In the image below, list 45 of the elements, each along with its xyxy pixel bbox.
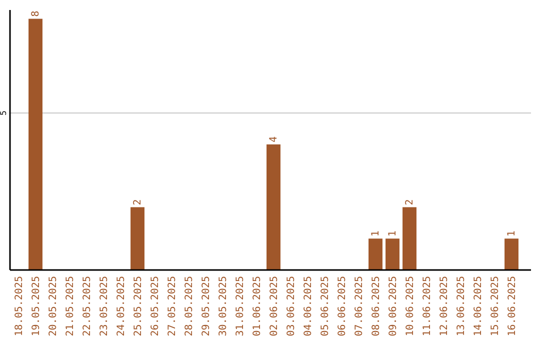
- x-tick-label: 16.06.2025: [507, 276, 518, 336]
- x-tick-label: 13.06.2025: [456, 276, 467, 336]
- x-tick-label: 07.06.2025: [354, 276, 365, 336]
- bar: [402, 207, 416, 270]
- x-tick-label: 20.05.2025: [48, 276, 59, 336]
- x-tick-label: 15.06.2025: [490, 276, 501, 336]
- x-tick-label: 03.06.2025: [286, 276, 297, 336]
- x-tick-label: 31.05.2025: [235, 276, 246, 336]
- x-tick-label: 27.05.2025: [167, 276, 178, 336]
- x-tick-label: 04.06.2025: [303, 276, 314, 336]
- x-tick-label: 29.05.2025: [201, 276, 212, 336]
- data-label: 1: [506, 230, 518, 237]
- x-tick-label: 06.06.2025: [337, 276, 348, 336]
- x-tick-label: 02.06.2025: [269, 276, 280, 336]
- x-tick-label: 05.06.2025: [320, 276, 331, 336]
- x-tick-label: 12.06.2025: [439, 276, 450, 336]
- data-label: 1: [388, 230, 398, 237]
- x-tick-label: 28.05.2025: [184, 276, 195, 336]
- x-tick-label: 08.06.2025: [371, 276, 382, 336]
- bar: [28, 18, 42, 270]
- x-tick-label: 10.06.2025: [405, 276, 416, 336]
- x-tick-label: 01.06.2025: [252, 276, 263, 336]
- data-label: 1: [370, 230, 382, 237]
- x-tick-label: 22.05.2025: [82, 276, 93, 336]
- x-tick-label: 25.05.2025: [133, 276, 144, 336]
- data-label: 2: [404, 199, 416, 206]
- bar: [504, 238, 518, 270]
- x-tick-label: 30.05.2025: [218, 276, 229, 336]
- y-tick-label: 5: [0, 110, 8, 116]
- x-tick-label: 24.05.2025: [116, 276, 127, 336]
- data-label: 8: [30, 10, 42, 17]
- bar: [130, 207, 144, 270]
- x-tick-label: 26.05.2025: [150, 276, 161, 336]
- bar: [386, 238, 400, 270]
- data-label: 2: [132, 199, 144, 206]
- x-tick-label: 14.06.2025: [473, 276, 484, 336]
- x-tick-label: 11.06.2025: [422, 276, 433, 336]
- x-tick-label: 19.05.2025: [31, 276, 42, 336]
- x-tick-label: 21.05.2025: [65, 276, 76, 336]
- x-tick-label: 23.05.2025: [99, 276, 110, 336]
- x-tick-label: 09.06.2025: [388, 276, 399, 336]
- bar: [266, 144, 280, 270]
- bar: [368, 238, 382, 270]
- data-label: 4: [268, 136, 280, 142]
- x-tick-label: 18.05.2025: [14, 276, 25, 336]
